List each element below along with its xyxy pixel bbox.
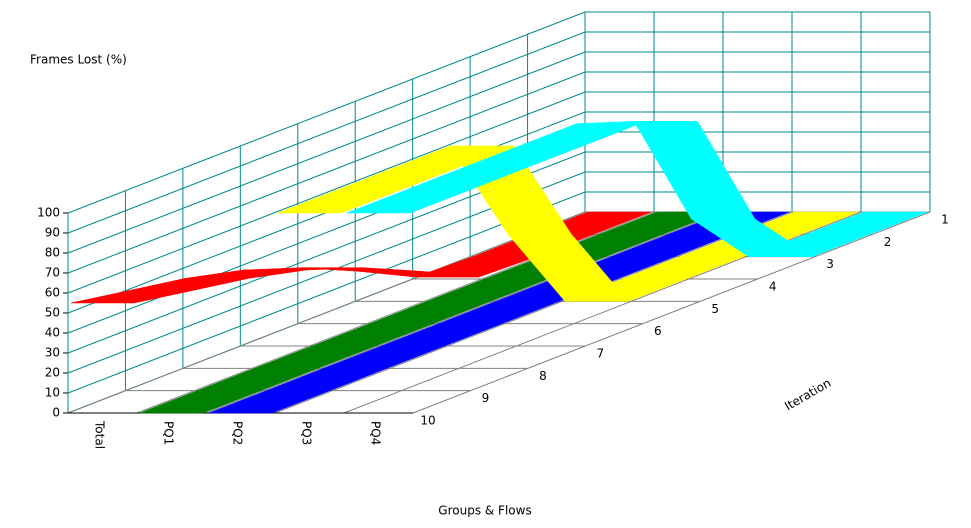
x-tick-label: PQ1 xyxy=(162,421,176,445)
floor-line xyxy=(67,211,586,414)
floor-line xyxy=(274,211,793,414)
z-tick-label: 8 xyxy=(539,369,547,383)
ribbon-segment xyxy=(633,121,756,220)
x-axis-title: Groups & Flows xyxy=(438,504,531,518)
y-tick-label: 10 xyxy=(45,386,60,400)
y-axis-title: Frames Lost (%) xyxy=(30,53,127,67)
y-tick-label: 20 xyxy=(45,366,60,380)
z-tick-label: 1 xyxy=(941,213,949,227)
x-tick-label: Total xyxy=(93,420,107,449)
z-tick-label: 9 xyxy=(482,391,490,405)
floor-line xyxy=(412,211,931,414)
ribbon-segment xyxy=(185,269,307,279)
y-tick-label: 0 xyxy=(52,406,60,420)
ribbon-segment xyxy=(208,390,330,414)
z-tick-label: 4 xyxy=(769,280,777,294)
floor-line xyxy=(205,211,724,414)
ribbon-segment xyxy=(519,123,641,147)
z-tick-label: 7 xyxy=(597,347,605,361)
y-tick-label: 80 xyxy=(45,246,60,260)
y-tick-label: 60 xyxy=(45,286,60,300)
x-tick-label: PQ2 xyxy=(231,421,245,445)
ribbon-segment xyxy=(128,278,250,291)
ribbon-segment xyxy=(70,290,192,304)
ribbon-segment xyxy=(346,190,468,214)
y-tick-label: 100 xyxy=(37,206,60,220)
z-tick-label: 3 xyxy=(826,257,834,271)
y-tick-label: 90 xyxy=(45,226,60,240)
y-tick-label: 40 xyxy=(45,326,60,340)
z-axis-title: Iteration xyxy=(782,376,833,414)
ribbon-segment xyxy=(277,190,399,214)
z-tick-label: 2 xyxy=(884,235,892,249)
y-tick-label: 50 xyxy=(45,306,60,320)
z-tick-label: 10 xyxy=(420,414,435,428)
z-tick-label: 5 xyxy=(711,302,719,316)
x-tick-label: PQ3 xyxy=(300,421,314,445)
x-tick-label: PQ4 xyxy=(369,421,383,445)
y-tick-label: 70 xyxy=(45,266,60,280)
z-tick-label: 6 xyxy=(654,324,662,338)
ribbon-segment xyxy=(139,390,261,414)
y-tick-label: 30 xyxy=(45,346,60,360)
